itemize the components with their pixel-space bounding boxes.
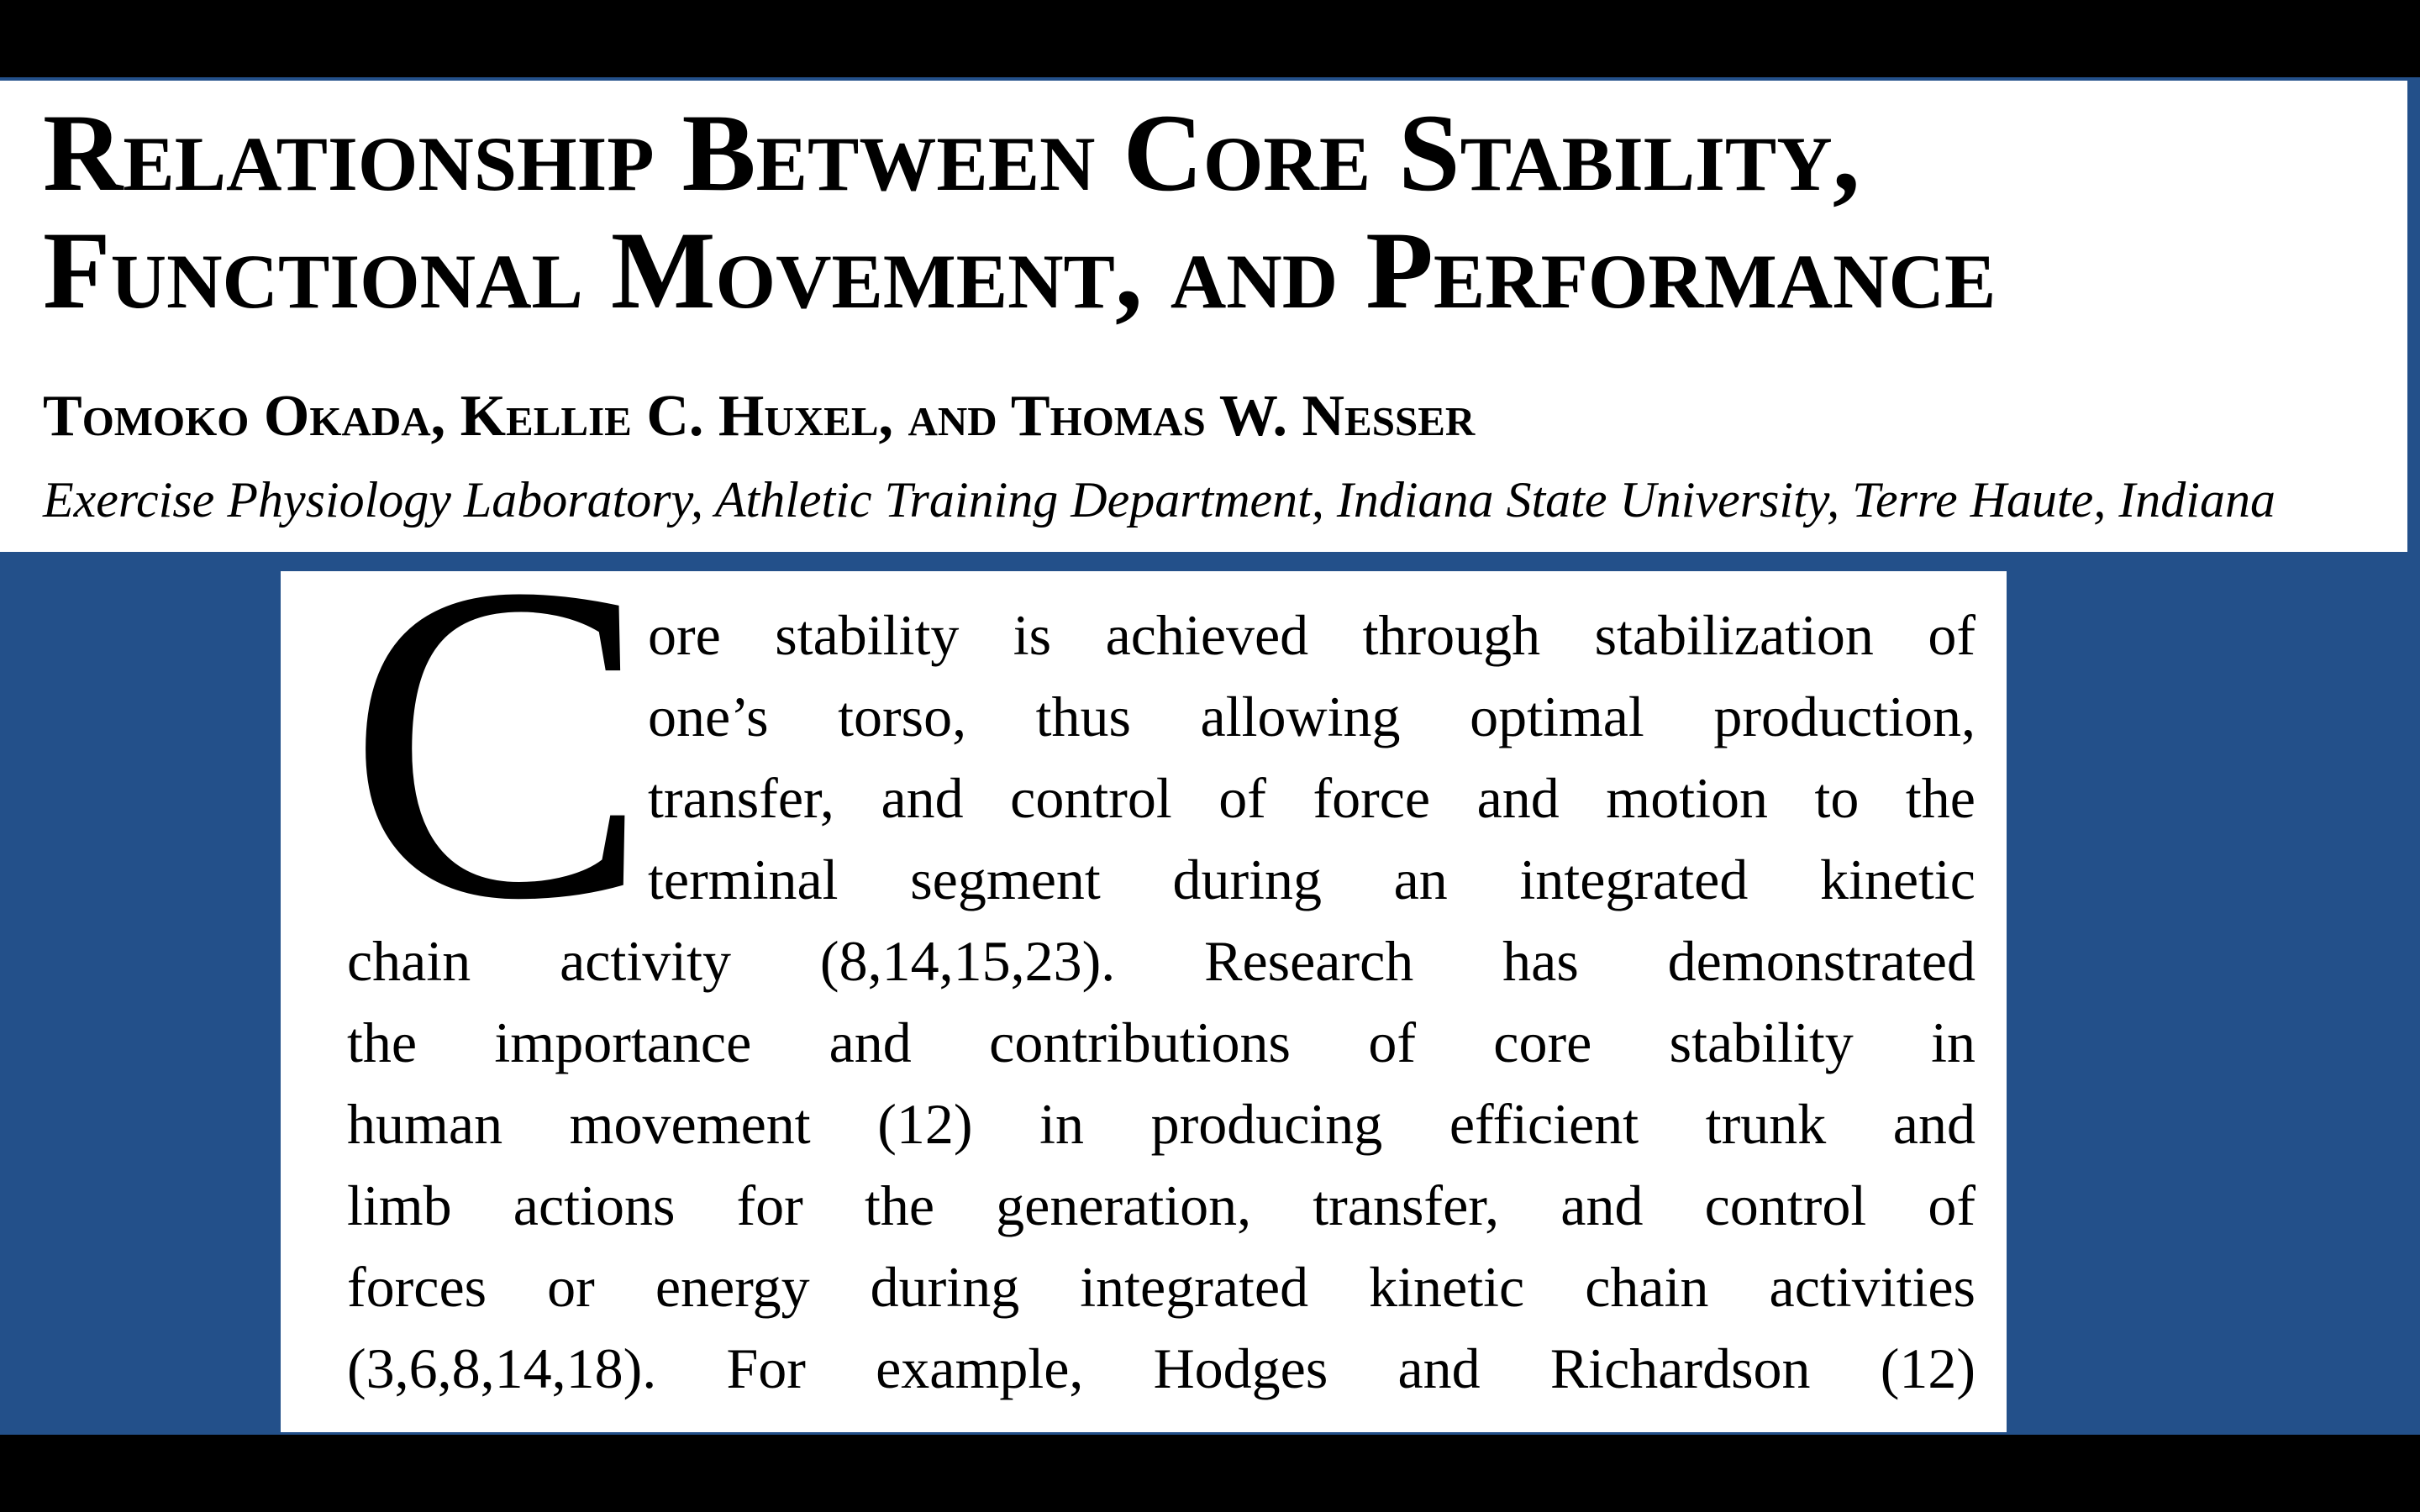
title-line: Functional Movement, and Performance — [43, 208, 1996, 332]
drop-cap-box: C — [347, 571, 650, 924]
bottom-bar — [0, 1435, 2420, 1512]
header: Relationship Between Core Stability, Fun… — [0, 81, 2407, 552]
text-line: one’s torso, thus allowing optimal produ… — [648, 685, 1975, 748]
text-line: (3,6,8,14,18). For example, Hodges and R… — [347, 1336, 1975, 1400]
text-line: transfer, and control of force and motio… — [648, 766, 1975, 830]
drop-cap: C — [347, 571, 650, 924]
top-bar — [0, 0, 2420, 77]
text-line: forces or energy during integrated kinet… — [347, 1255, 1975, 1319]
title-line: Relationship Between Core Stability, — [43, 91, 1860, 214]
text-line: the importance and contributions of core… — [347, 1011, 1975, 1074]
body-text: C ore stability is achieved through stab… — [281, 571, 2007, 1432]
text-line: limb actions for the generation, transfe… — [347, 1173, 1975, 1237]
text-line: ore stability is achieved through stabil… — [648, 603, 1975, 667]
text-line: human movement (12) in producing efficie… — [347, 1092, 1975, 1156]
paragraph: ore stability is achieved through stabil… — [347, 595, 1975, 1410]
affiliation: Exercise Physiology Laboratory, Athletic… — [43, 472, 2275, 528]
text-line: terminal segment during an integrated ki… — [648, 848, 1975, 911]
text-line: chain activity (8,14,15,23). Research ha… — [347, 929, 1975, 993]
authors: Tomoko Okada, Kellie C. Huxel, and Thoma… — [43, 384, 1476, 449]
